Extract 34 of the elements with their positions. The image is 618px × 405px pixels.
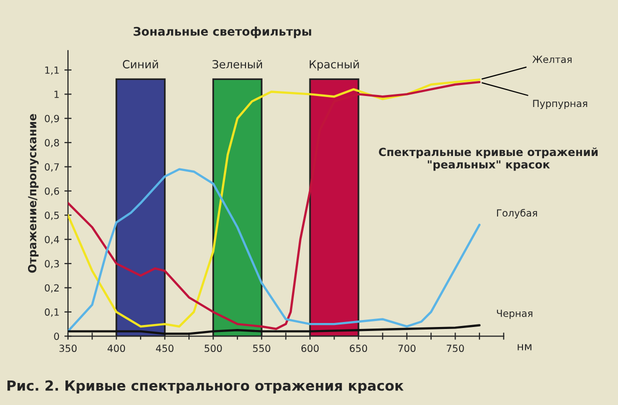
y-tick-label: 0,7 — [44, 163, 59, 172]
y-tick-label: 1,1 — [45, 66, 59, 75]
x-tick-label: 350 — [59, 344, 77, 352]
y-tick-label: 0,9 — [44, 114, 59, 124]
y-tick-label: 0 — [54, 332, 59, 340]
x-tick-label: 600 — [301, 344, 319, 352]
text: Желтая — [532, 56, 572, 64]
annotation: Спектральные кривые отражений "реальных" красок — [378, 148, 598, 171]
y-tick-label: 0,3 — [44, 260, 59, 268]
band-label: Синий — [122, 60, 158, 68]
y-tick-label: 0,4 — [44, 236, 60, 244]
x-tick-label: 650 — [350, 344, 368, 352]
band-label: Красный — [310, 60, 359, 71]
series-label: Черная — [496, 310, 532, 319]
y-tick-label: 0,2 — [44, 284, 59, 293]
x-tick-label: 450 — [156, 344, 174, 352]
chart-title: Зональные светофильтры — [134, 26, 312, 38]
band-label: Зеленый — [212, 60, 262, 68]
y-tick-label: 1 — [54, 90, 59, 98]
x-tick-label: 500 — [204, 344, 222, 352]
y-axis-title: Отражение/пропускание — [28, 114, 39, 273]
y-tick-label: 0,8 — [44, 139, 59, 148]
text: Рис. 2. Кривые спектрального отражения красок — [7, 380, 404, 394]
x-axis-title: нм — [518, 344, 532, 350]
text: Пурпурная — [533, 100, 588, 110]
x-tick-label: 400 — [108, 344, 126, 352]
y-tick-label: 0,1 — [44, 308, 59, 317]
y-tick-label: 0,5 — [44, 212, 59, 220]
x-tick-label: 750 — [446, 344, 464, 352]
x-tick-label: 550 — [253, 344, 270, 352]
y-tick-label: 0,6 — [44, 187, 60, 196]
x-tick-label: 700 — [398, 344, 416, 352]
line-series — [68, 324, 481, 335]
series-label: Голубая — [497, 208, 537, 219]
